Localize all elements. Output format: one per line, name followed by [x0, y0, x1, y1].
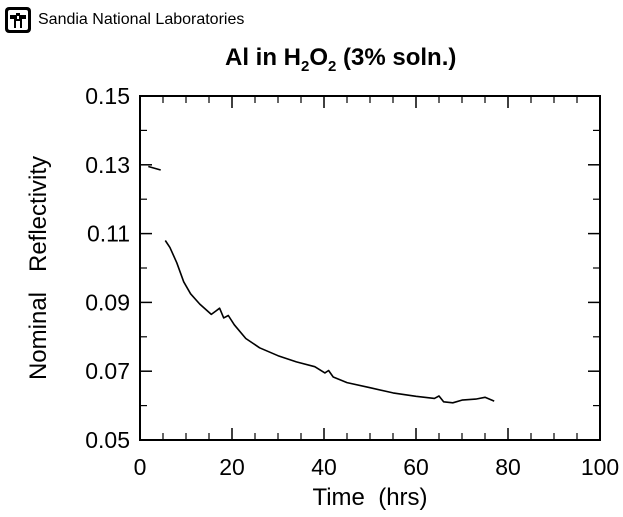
- title-part: Al in H: [225, 44, 301, 71]
- title-subscript: 2: [328, 58, 337, 75]
- title-part: (3% soln.): [336, 44, 457, 71]
- y-tick-label: 0.15: [85, 83, 130, 109]
- series-line-1: [164, 240, 495, 404]
- y-tick-label: 0.05: [85, 427, 130, 453]
- title-part: O: [309, 44, 329, 71]
- x-tick-label: 100: [581, 454, 619, 480]
- organization-name: Sandia National Laboratories: [38, 11, 245, 28]
- x-tick-labels: 0 20 40 60 80 100: [134, 454, 620, 480]
- y-tick-label: 0.07: [85, 358, 130, 384]
- title-subscript: 2: [301, 58, 310, 75]
- sandia-thunderbird-icon: [5, 7, 31, 33]
- x-tick-label: 20: [219, 454, 245, 480]
- chart-title: Al in H2O2 (3% soln.): [225, 44, 456, 75]
- series-line-0: [148, 165, 161, 171]
- data-series: [148, 165, 495, 404]
- axis-ticks: [139, 95, 601, 441]
- y-tick-label: 0.13: [85, 152, 130, 178]
- y-tick-label: 0.09: [85, 289, 130, 315]
- y-tick-label: 0.11: [87, 221, 130, 247]
- y-axis-label: Nominal Reflectivity: [25, 156, 52, 380]
- x-axis-label: Time (hrs): [312, 484, 427, 511]
- x-tick-label: 0: [134, 454, 147, 480]
- x-tick-label: 80: [495, 454, 521, 480]
- y-tick-labels: 0.05 0.07 0.09 0.11 0.13 0.15: [85, 83, 130, 453]
- x-tick-label: 40: [311, 454, 337, 480]
- x-tick-label: 60: [403, 454, 429, 480]
